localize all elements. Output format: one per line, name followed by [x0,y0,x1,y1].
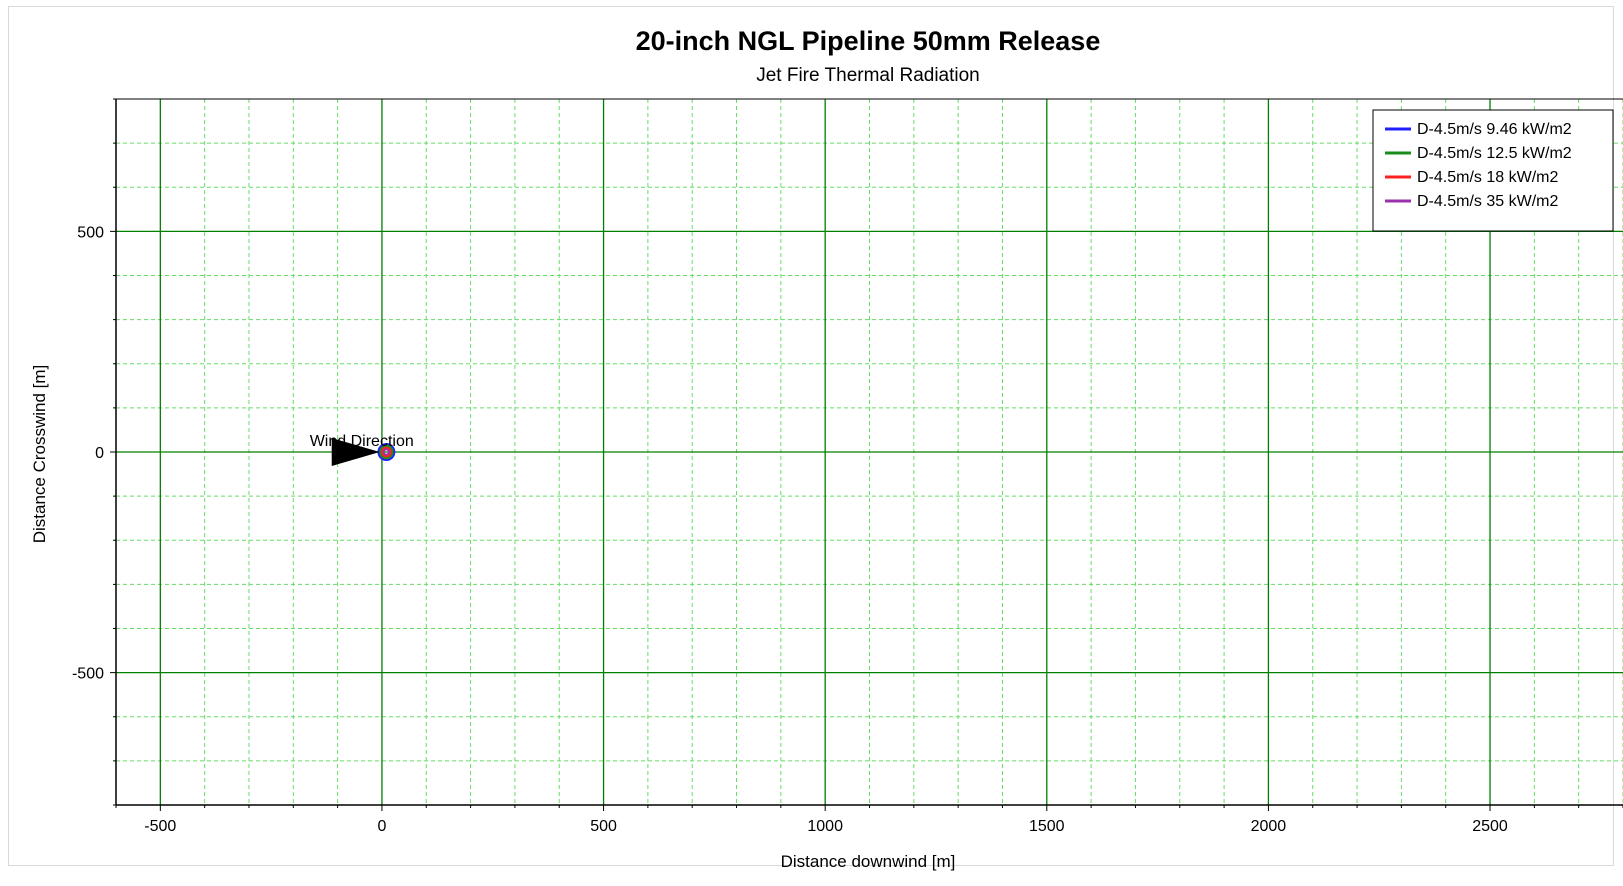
x-tick-label: 2500 [1472,818,1508,835]
wind-direction-arrow-icon [331,438,380,466]
x-axis-label: Distance downwind [m] [781,852,956,871]
y-axis-ticks: 500 0 -500 [72,98,116,806]
legend-entry: D-4.5m/s 9.46 kW/m2 [1417,121,1572,138]
plot-area: Wind Direction [115,98,1623,806]
legend-box [1372,109,1614,232]
chart-title: 20-inch NGL Pipeline 50mm Release [636,26,1101,56]
major-grid [116,99,1623,805]
y-tick-label: 500 [77,224,104,241]
contour-series [380,446,392,458]
legend-entry: D-4.5m/s 18 kW/m2 [1417,169,1558,186]
legend-entry: D-4.5m/s 12.5 kW/m2 [1417,145,1572,162]
annotation-layer: Wind Direction [310,433,414,466]
x-tick-label: 500 [590,818,617,835]
legend-entry: D-4.5m/s 35 kW/m2 [1417,193,1558,210]
y-tick-label: 0 [95,445,104,462]
x-axis-ticks: -500 0 500 1000 1500 2000 2500 [115,805,1623,835]
y-axis-label: Distance Crosswind [m] [30,365,49,544]
x-tick-label: 0 [377,818,386,835]
x-tick-label: 1000 [807,818,843,835]
x-tick-label: 1500 [1029,818,1065,835]
chart-subtitle: Jet Fire Thermal Radiation [756,65,980,86]
contour-series [382,448,391,456]
x-tick-label: 2000 [1251,818,1287,835]
y-tick-label: -500 [72,666,104,683]
legend: D-4.5m/s 9.46 kW/m2 D-4.5m/s 12.5 kW/m2 D-… [1372,109,1614,232]
wind-direction-label: Wind Direction [310,433,414,450]
x-tick-label: -500 [144,818,176,835]
chart-frame [8,6,1614,866]
contour-series [379,444,394,460]
